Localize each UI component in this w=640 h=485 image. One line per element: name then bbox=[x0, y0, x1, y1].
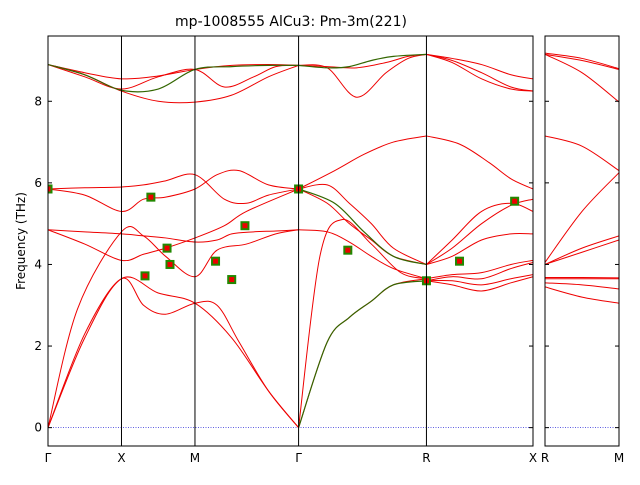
phonon-band-line bbox=[545, 54, 619, 102]
x-tick-label: M bbox=[190, 451, 200, 465]
phonon-band-line bbox=[48, 277, 299, 428]
band-marker bbox=[456, 258, 463, 265]
band-marker bbox=[511, 198, 518, 205]
phonon-band-line bbox=[48, 65, 299, 103]
band-marker bbox=[344, 247, 351, 254]
phonon-band-line bbox=[299, 54, 427, 97]
phonon-band-line bbox=[48, 189, 299, 261]
band-marker bbox=[241, 222, 248, 229]
band-curves bbox=[545, 53, 619, 428]
phonon-band-line bbox=[48, 278, 299, 427]
highlighted-band-line bbox=[48, 65, 299, 92]
y-tick-label: 8 bbox=[34, 94, 42, 108]
phonon-band-line bbox=[545, 240, 619, 264]
phonon-band-line bbox=[299, 279, 427, 428]
phonon-band-line bbox=[299, 189, 427, 264]
x-tick-label: Γ bbox=[295, 451, 302, 465]
phonon-band-line bbox=[426, 136, 533, 189]
phonon-band-line bbox=[545, 173, 619, 263]
y-tick-label: 6 bbox=[34, 176, 42, 190]
y-axis-label: Frequency (THz) bbox=[14, 192, 28, 290]
x-tick-label: Γ bbox=[45, 451, 52, 465]
phonon-band-line bbox=[426, 260, 533, 278]
band-marker bbox=[142, 272, 149, 279]
phonon-band-line bbox=[48, 174, 299, 204]
x-tick-label: R bbox=[422, 451, 430, 465]
band-marker bbox=[164, 245, 171, 252]
y-tick-label: 2 bbox=[34, 339, 42, 353]
phonon-band-line bbox=[426, 54, 533, 91]
y-tick-label: 4 bbox=[34, 257, 42, 271]
x-tick-label: X bbox=[117, 451, 125, 465]
phonon-band-line bbox=[426, 54, 533, 91]
band-marker bbox=[166, 261, 173, 268]
phonon-band-line bbox=[299, 54, 427, 68]
x-tick-label: X bbox=[529, 451, 537, 465]
phonon-band-line bbox=[545, 283, 619, 289]
phonon-band-line bbox=[48, 227, 299, 428]
phonon-band-line bbox=[426, 199, 533, 264]
x-tick-label: M bbox=[614, 451, 624, 465]
y-tick-label: 0 bbox=[34, 421, 42, 435]
band-curves bbox=[45, 54, 534, 427]
band-marker bbox=[212, 258, 219, 265]
phonon-band-line bbox=[545, 54, 619, 69]
band-marker bbox=[228, 276, 235, 283]
phonon-band-line bbox=[545, 236, 619, 265]
main-panel: Γ X M Γ R X 0 2 4 6 8 bbox=[34, 36, 537, 465]
phonon-band-line bbox=[545, 136, 619, 171]
phonon-band-line bbox=[545, 287, 619, 303]
phonon-band-line bbox=[299, 184, 427, 264]
plot-frame bbox=[545, 36, 619, 446]
chart-title: mp-1008555 AlCu3: Pm-3m(221) bbox=[175, 14, 407, 30]
phonon-band-line bbox=[48, 65, 299, 89]
x-tick-label: R bbox=[541, 451, 549, 465]
phonon-band-line bbox=[299, 136, 427, 189]
highlighted-band-line bbox=[299, 189, 427, 264]
band-marker bbox=[147, 194, 154, 201]
phonon-band-line bbox=[48, 230, 299, 242]
highlighted-band-line bbox=[299, 281, 427, 428]
